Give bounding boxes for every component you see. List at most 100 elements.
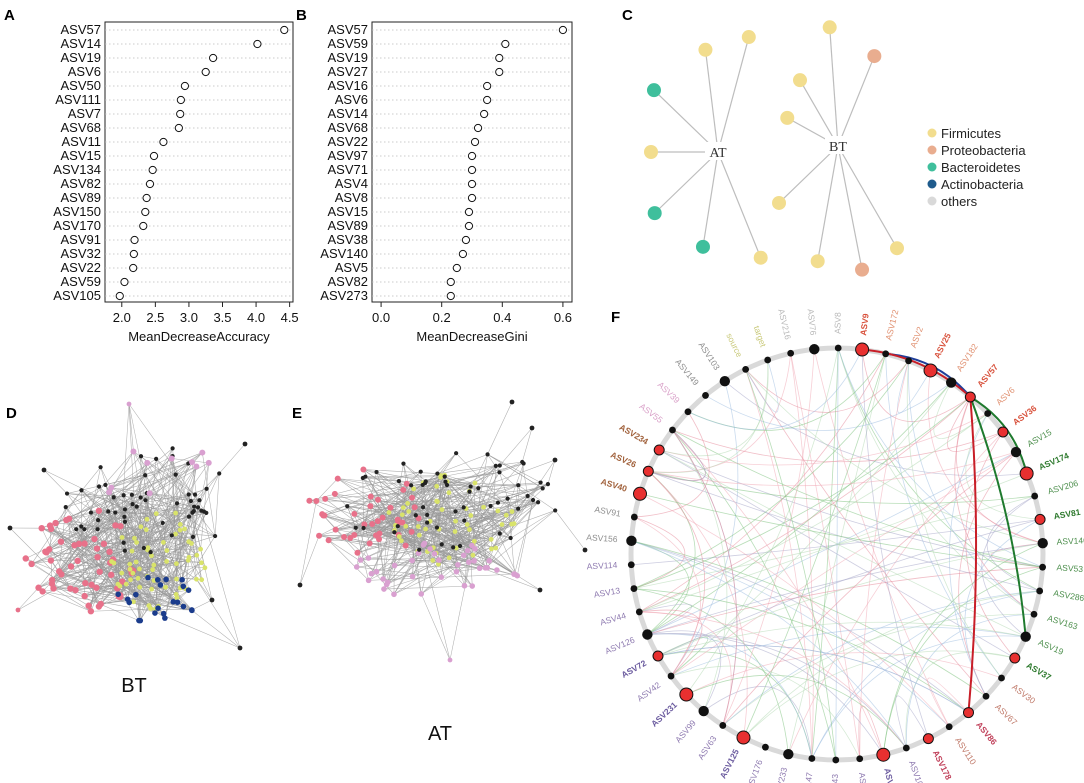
chord-link [648, 360, 769, 473]
network-node [316, 532, 323, 539]
network-edge [514, 499, 534, 575]
network-node [375, 496, 382, 503]
network-node [63, 505, 68, 510]
star-edge [717, 151, 762, 258]
chord-node-label: ASV163 [1046, 613, 1079, 632]
network-edge [355, 488, 543, 529]
category-label: ASV8 [335, 190, 368, 205]
network-node [155, 605, 161, 611]
network-node [435, 471, 440, 476]
chord-node-label: ASV67 [993, 702, 1019, 728]
network-edge [324, 480, 399, 516]
network-node [427, 546, 433, 552]
network-edge [153, 511, 205, 566]
category-label: ASV89 [61, 190, 101, 205]
network-node [137, 566, 142, 572]
chord-node [642, 629, 653, 640]
network-node [39, 588, 46, 595]
network-node [121, 493, 126, 498]
network-edge [147, 548, 201, 551]
network-node [416, 532, 422, 538]
network-edge [437, 461, 523, 474]
network-node [122, 514, 127, 519]
data-point [480, 109, 489, 119]
category-label: ASV32 [61, 246, 101, 261]
network-node [552, 457, 558, 463]
category-label: ASV89 [328, 218, 368, 233]
network-edge [81, 475, 146, 527]
network-node [127, 561, 133, 567]
network-edge [427, 533, 500, 552]
category-label: ASV38 [328, 232, 368, 247]
network-edge [403, 463, 413, 498]
chord-node-label: ASV178 [931, 749, 954, 782]
leaf-node [772, 195, 787, 210]
chord-link [835, 348, 839, 760]
network-node [149, 553, 154, 559]
network-node [421, 540, 428, 547]
chord-link [631, 540, 907, 749]
network-node [509, 521, 515, 527]
network-node [185, 587, 192, 593]
panel-d: BT D [6, 401, 248, 697]
network-node [488, 536, 494, 542]
data-point [464, 207, 474, 217]
network-node [497, 463, 502, 468]
chord-link [790, 353, 814, 759]
network-edge [337, 478, 412, 486]
category-label: ASV97 [328, 148, 368, 163]
network-edge [153, 494, 189, 566]
network-node [434, 483, 440, 489]
chord-node [997, 426, 1009, 438]
network-edge [88, 562, 115, 606]
leaf-node [822, 20, 837, 35]
network-node [495, 508, 501, 514]
chord-node-label: ASV53 [1056, 562, 1083, 574]
data-point [253, 39, 262, 49]
network-edge [111, 487, 200, 501]
chord-node-label: ASV146 [1056, 535, 1084, 547]
chord-link [745, 369, 987, 697]
network-edge [100, 466, 197, 605]
network-node [497, 531, 502, 536]
network-node [95, 518, 101, 523]
chord-link [965, 431, 1016, 659]
network-edge [383, 585, 473, 590]
data-point [473, 123, 483, 133]
network-edge [80, 526, 92, 585]
network-node [485, 452, 490, 457]
network-edge [425, 481, 519, 486]
network-node [365, 555, 372, 561]
chord-link [647, 630, 722, 712]
network-node [436, 557, 442, 563]
network-edge [316, 500, 539, 503]
network-edge [155, 458, 196, 495]
network-node [503, 512, 509, 518]
network-node [470, 552, 476, 558]
chord-node [787, 349, 795, 357]
legend-swatch [927, 128, 937, 138]
chord-link [633, 360, 909, 589]
network-node [535, 500, 541, 505]
chord-link [659, 359, 769, 457]
network-node [540, 486, 545, 491]
network-edge [487, 401, 513, 455]
network-node [341, 534, 348, 541]
x-tick-label: 0.6 [554, 310, 572, 325]
network-edge [466, 484, 519, 509]
hub-background [825, 136, 851, 154]
leaf-node [810, 254, 825, 269]
network-node [205, 459, 212, 466]
star-edge [829, 27, 839, 147]
chord-link [648, 470, 1035, 504]
chord-node [1037, 538, 1048, 549]
data-point [176, 95, 185, 105]
chord-node-label: ASV26 [609, 450, 638, 470]
star-edge [654, 151, 719, 214]
leaf-node [793, 73, 807, 88]
leaf-node [646, 83, 661, 98]
network-edge [394, 465, 496, 533]
network-edge [17, 587, 39, 611]
network-edge [554, 510, 586, 551]
chord-link [895, 695, 929, 749]
